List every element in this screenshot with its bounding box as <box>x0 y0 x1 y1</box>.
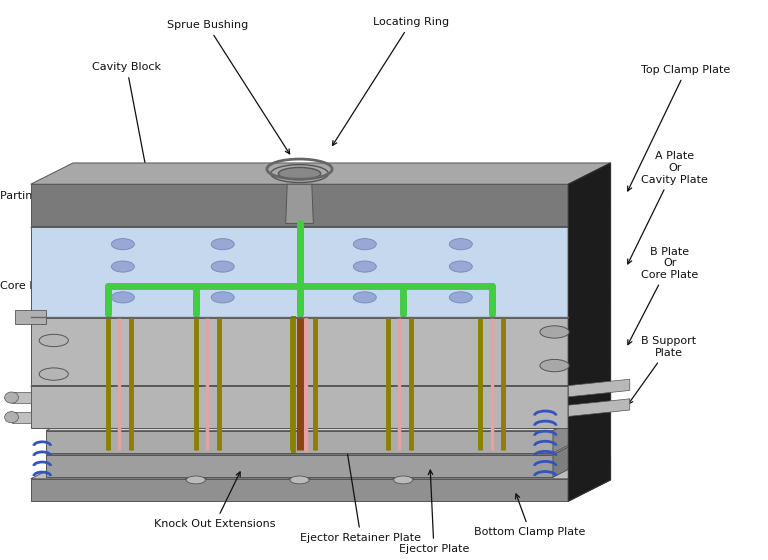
Ellipse shape <box>449 292 472 303</box>
Ellipse shape <box>111 261 134 272</box>
Text: Knock Out Extensions: Knock Out Extensions <box>154 472 276 529</box>
Polygon shape <box>31 386 568 428</box>
Polygon shape <box>185 479 207 480</box>
Polygon shape <box>568 458 611 501</box>
Polygon shape <box>31 206 611 227</box>
Text: A Plate
Or
Cavity Plate: A Plate Or Cavity Plate <box>627 151 708 264</box>
Polygon shape <box>31 163 611 184</box>
Polygon shape <box>568 379 630 397</box>
Polygon shape <box>568 163 611 501</box>
Ellipse shape <box>186 476 206 484</box>
Ellipse shape <box>39 368 68 380</box>
Polygon shape <box>46 409 595 431</box>
Ellipse shape <box>449 239 472 250</box>
Polygon shape <box>46 455 553 477</box>
Text: B Plate
Or
Core Plate: B Plate Or Core Plate <box>627 246 699 344</box>
Ellipse shape <box>353 239 376 250</box>
Ellipse shape <box>278 167 321 180</box>
Text: Ejector Retainer Plate: Ejector Retainer Plate <box>300 446 422 543</box>
Ellipse shape <box>111 239 134 250</box>
Polygon shape <box>31 318 568 385</box>
Polygon shape <box>31 227 568 317</box>
Text: Sprue Bushing: Sprue Bushing <box>167 20 290 154</box>
Polygon shape <box>15 310 46 324</box>
Polygon shape <box>553 433 595 477</box>
Text: Locating Ring: Locating Ring <box>333 17 449 146</box>
Polygon shape <box>46 433 595 455</box>
Polygon shape <box>568 399 630 417</box>
Ellipse shape <box>393 476 413 484</box>
Ellipse shape <box>540 360 569 372</box>
Ellipse shape <box>270 165 329 183</box>
Ellipse shape <box>39 334 68 347</box>
Text: B Support
Plate: B Support Plate <box>628 337 697 404</box>
Polygon shape <box>568 297 611 385</box>
Text: Ejector Plate: Ejector Plate <box>399 470 469 554</box>
Polygon shape <box>286 184 313 223</box>
Ellipse shape <box>111 292 134 303</box>
Polygon shape <box>46 431 553 453</box>
Polygon shape <box>31 479 568 501</box>
Ellipse shape <box>211 292 234 303</box>
Ellipse shape <box>5 412 18 423</box>
Polygon shape <box>568 365 611 428</box>
Polygon shape <box>31 297 611 318</box>
Polygon shape <box>12 412 31 423</box>
Polygon shape <box>12 392 31 403</box>
Ellipse shape <box>211 239 234 250</box>
Ellipse shape <box>540 326 569 338</box>
Ellipse shape <box>211 261 234 272</box>
Text: Parting Line: Parting Line <box>0 191 66 309</box>
Ellipse shape <box>353 292 376 303</box>
Polygon shape <box>392 479 414 480</box>
Polygon shape <box>31 365 611 386</box>
Ellipse shape <box>5 392 18 403</box>
Polygon shape <box>31 184 568 226</box>
Ellipse shape <box>353 261 376 272</box>
Ellipse shape <box>449 261 472 272</box>
Text: Top Clamp Plate: Top Clamp Plate <box>627 65 730 191</box>
Polygon shape <box>568 206 611 317</box>
Ellipse shape <box>290 476 309 484</box>
Text: Bottom Clamp Plate: Bottom Clamp Plate <box>474 494 586 537</box>
Polygon shape <box>568 163 611 226</box>
Text: Cavity Block: Cavity Block <box>92 62 161 204</box>
Polygon shape <box>553 409 595 453</box>
Polygon shape <box>31 458 611 479</box>
Polygon shape <box>289 479 310 480</box>
Text: Core Block: Core Block <box>0 281 67 352</box>
